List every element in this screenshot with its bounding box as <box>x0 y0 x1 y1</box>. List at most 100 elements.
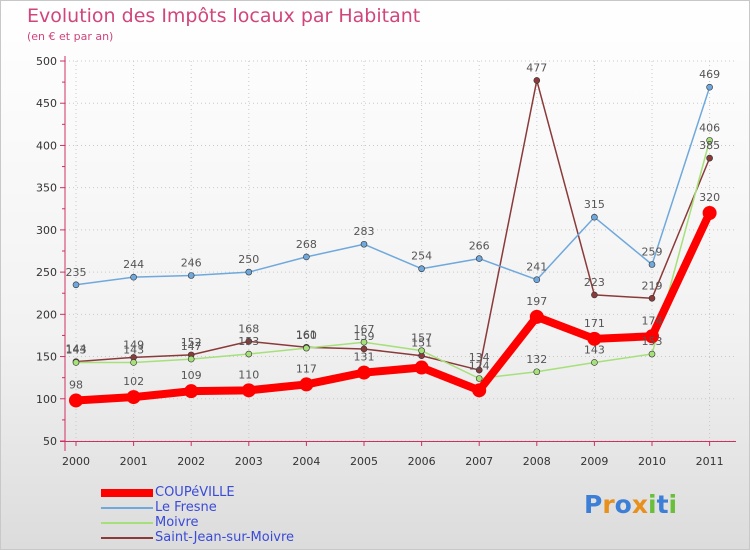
legend-label-moivre: Moivre <box>155 515 199 530</box>
data-point <box>241 383 256 398</box>
y-tick-label: 400 <box>36 139 57 152</box>
legend-swatch-le-fresne <box>101 507 153 509</box>
data-label: 268 <box>296 238 317 251</box>
data-label: 147 <box>181 340 202 353</box>
data-point <box>414 360 429 375</box>
data-label: 98 <box>69 378 83 391</box>
data-point <box>706 154 713 162</box>
axes: 50 100 150 200 250 300 350 400 450 500 2000 2001 200… <box>36 55 736 468</box>
x-tick-label: 2000 <box>62 455 90 468</box>
proxiti-logo: Proxiti <box>584 490 677 519</box>
data-label: 153 <box>238 335 259 348</box>
y-tick-label: 150 <box>36 351 57 364</box>
data-point <box>130 359 137 366</box>
legend-swatch-saint-jean-sur-moivre <box>101 537 153 539</box>
data-label: 283 <box>354 225 375 238</box>
data-label: 132 <box>526 353 547 366</box>
data-label: 235 <box>66 266 87 279</box>
data-point <box>184 384 199 399</box>
data-label: 149 <box>123 338 144 351</box>
data-label: 124 <box>469 360 490 373</box>
data-point <box>245 338 253 345</box>
data-label: 102 <box>123 375 144 388</box>
data-label: 143 <box>584 343 605 356</box>
data-label: 266 <box>469 240 490 253</box>
data-point <box>533 77 541 84</box>
y-tick-label: 100 <box>36 393 57 406</box>
data-point <box>645 329 659 344</box>
data-point <box>303 344 310 352</box>
logo-letter: x <box>631 490 648 519</box>
data-label: 109 <box>181 369 202 382</box>
data-point <box>72 359 80 366</box>
logo-letter: t <box>656 490 669 519</box>
data-label: 152 <box>181 336 202 349</box>
x-tick-label: 2001 <box>120 455 148 468</box>
data-label: 219 <box>642 279 663 292</box>
y-tick-label: 450 <box>36 97 57 110</box>
x-tick-label: 2005 <box>350 455 378 468</box>
data-label: 161 <box>296 328 317 341</box>
data-label: 315 <box>584 198 605 211</box>
data-label: 241 <box>526 261 547 274</box>
data-label: 254 <box>411 250 432 263</box>
series-line-2 <box>75 139 711 380</box>
data-label: 469 <box>699 68 720 81</box>
x-tick-label: 2002 <box>177 455 205 468</box>
data-label: 320 <box>699 191 720 204</box>
logo-letter: P <box>584 490 603 519</box>
data-point <box>648 294 656 302</box>
data-label: 144 <box>66 343 87 356</box>
data-point <box>187 355 195 363</box>
data-label: 134 <box>469 351 490 364</box>
legend-label-le-fresne: Le Fresne <box>155 500 217 515</box>
legend-label-coupeville: COUPéVILLE <box>155 485 235 500</box>
x-tick-label: 2004 <box>292 455 320 468</box>
data-point <box>706 83 713 91</box>
series-points <box>69 77 717 408</box>
data-label: 151 <box>411 337 432 350</box>
chart-subtitle: (en € et par an) <box>27 30 114 43</box>
logo-letter: o <box>614 490 632 519</box>
data-label: 385 <box>699 139 720 152</box>
data-point <box>533 276 541 284</box>
data-point <box>702 206 717 220</box>
y-tick-label: 250 <box>36 266 57 279</box>
data-label: 477 <box>526 61 547 74</box>
data-label: 174 <box>642 314 663 327</box>
data-label: 246 <box>181 256 202 269</box>
data-label: 110 <box>238 368 259 381</box>
data-label: 406 <box>699 121 720 134</box>
data-point <box>418 347 425 354</box>
data-point <box>357 365 371 380</box>
data-point <box>533 368 541 376</box>
legend-swatch-moivre <box>101 522 153 524</box>
series-lines <box>72 79 714 405</box>
y-tick-label: 300 <box>36 224 57 237</box>
series-line-0 <box>72 209 714 405</box>
data-label: 143 <box>123 343 144 356</box>
data-label: 143 <box>66 343 87 356</box>
logo-letter: i <box>668 490 678 519</box>
data-point <box>706 137 713 144</box>
data-point <box>591 291 598 299</box>
data-point <box>475 366 483 374</box>
data-label: 223 <box>584 276 605 289</box>
data-label: 259 <box>642 246 663 259</box>
data-point <box>187 272 195 279</box>
series-line-3 <box>75 79 711 371</box>
data-point <box>360 338 368 346</box>
x-tick-label: 2007 <box>465 455 493 468</box>
data-point <box>126 390 141 405</box>
logo-letter: r <box>602 490 615 519</box>
data-point <box>591 359 598 366</box>
data-label: 168 <box>238 322 259 335</box>
x-tick-label: 2008 <box>523 455 551 468</box>
y-tick-label: 50 <box>43 435 57 448</box>
logo-letter: i <box>648 490 657 519</box>
data-point <box>591 213 598 221</box>
data-point <box>245 268 253 276</box>
x-tick-label: 2003 <box>235 455 263 468</box>
data-label: 167 <box>354 323 375 336</box>
